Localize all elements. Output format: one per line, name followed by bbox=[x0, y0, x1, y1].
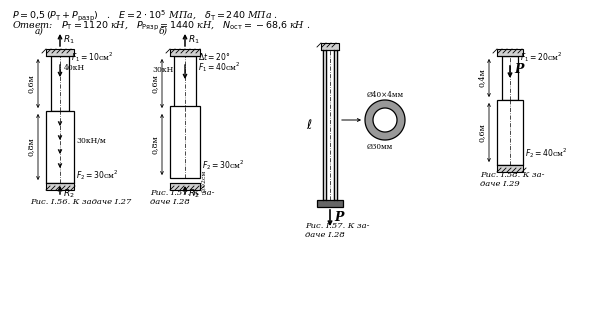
Text: Рис. I.57. К за-
даче I.28: Рис. I.57. К за- даче I.28 bbox=[305, 222, 369, 239]
Text: $F_1=20$см$^2$: $F_1=20$см$^2$ bbox=[520, 50, 562, 64]
Text: $P=0{,}5\,(P_{\rm T}+P_{\rm разр})$   .   $E=2\cdot10^5$ МПа,   $\delta_{\rm T}=: $P=0{,}5\,(P_{\rm T}+P_{\rm разр})$ . $E… bbox=[12, 8, 278, 23]
Text: Рис. I.58. К за-
даче I.29: Рис. I.58. К за- даче I.29 bbox=[480, 171, 545, 188]
Bar bbox=[46, 49, 74, 56]
Text: $F_1=40$см$^2$: $F_1=40$см$^2$ bbox=[198, 60, 240, 73]
Text: Ø40×4мм: Ø40×4мм bbox=[367, 91, 404, 99]
Bar bbox=[46, 111, 74, 183]
Text: Ø30мм: Ø30мм bbox=[367, 143, 394, 151]
Bar bbox=[497, 100, 523, 165]
Text: P: P bbox=[514, 63, 523, 76]
Text: $F_2=40$см$^2$: $F_2=40$см$^2$ bbox=[525, 147, 567, 160]
Text: 0,02см: 0,02см bbox=[201, 169, 206, 192]
Text: 30кН: 30кН bbox=[152, 66, 173, 74]
Polygon shape bbox=[373, 108, 397, 132]
Text: 0,6м: 0,6м bbox=[27, 74, 35, 93]
Text: $\Delta t=20°$: $\Delta t=20°$ bbox=[198, 51, 230, 62]
Bar bbox=[323, 50, 326, 200]
Text: $F_1=10$см$^2$: $F_1=10$см$^2$ bbox=[71, 50, 113, 64]
Text: $R_1$: $R_1$ bbox=[63, 33, 75, 46]
Text: 30кН/м: 30кН/м bbox=[76, 137, 106, 145]
Bar bbox=[46, 183, 74, 190]
Bar bbox=[170, 49, 200, 56]
Bar bbox=[317, 200, 343, 207]
Text: $R_2$: $R_2$ bbox=[188, 188, 199, 200]
Text: $F_2=30$см$^2$: $F_2=30$см$^2$ bbox=[202, 157, 244, 171]
Text: 40кН: 40кН bbox=[64, 64, 85, 72]
Bar bbox=[51, 56, 69, 111]
Text: 0,8м: 0,8м bbox=[151, 135, 159, 154]
Text: а): а) bbox=[35, 27, 44, 36]
Text: Рис. I.57. К за-
даче I.28: Рис. I.57. К за- даче I.28 bbox=[150, 189, 215, 206]
Bar bbox=[502, 56, 518, 100]
Bar bbox=[497, 49, 523, 56]
Text: 0,4м: 0,4м bbox=[478, 68, 486, 87]
Text: 0,8м: 0,8м bbox=[27, 138, 35, 156]
Bar bbox=[497, 165, 523, 172]
Text: $R_2$: $R_2$ bbox=[63, 188, 75, 200]
Text: 0,6м: 0,6м bbox=[151, 74, 159, 93]
Text: 0,6м: 0,6м bbox=[478, 123, 486, 142]
Polygon shape bbox=[365, 100, 405, 140]
Text: P: P bbox=[334, 211, 343, 224]
Text: Ответ:   $P_{\rm T}=1120$ кН,   $P_{\rm Рязр}=1440$ кН,   $N_{\rm ост}=-68{,}6$ : Ответ: $P_{\rm T}=1120$ кН, $P_{\rm Рязр… bbox=[12, 20, 310, 33]
Text: $R_1$: $R_1$ bbox=[188, 33, 200, 46]
Bar bbox=[170, 183, 200, 190]
Text: $F_2=30$см$^2$: $F_2=30$см$^2$ bbox=[76, 168, 118, 182]
Bar bbox=[174, 56, 196, 111]
Text: $\ell$: $\ell$ bbox=[306, 118, 313, 132]
Bar bbox=[170, 106, 200, 178]
Text: б): б) bbox=[159, 27, 168, 36]
Bar bbox=[334, 50, 337, 200]
Bar bbox=[321, 43, 339, 50]
Text: Рис. I.56. К задаче I.27: Рис. I.56. К задаче I.27 bbox=[30, 198, 132, 206]
